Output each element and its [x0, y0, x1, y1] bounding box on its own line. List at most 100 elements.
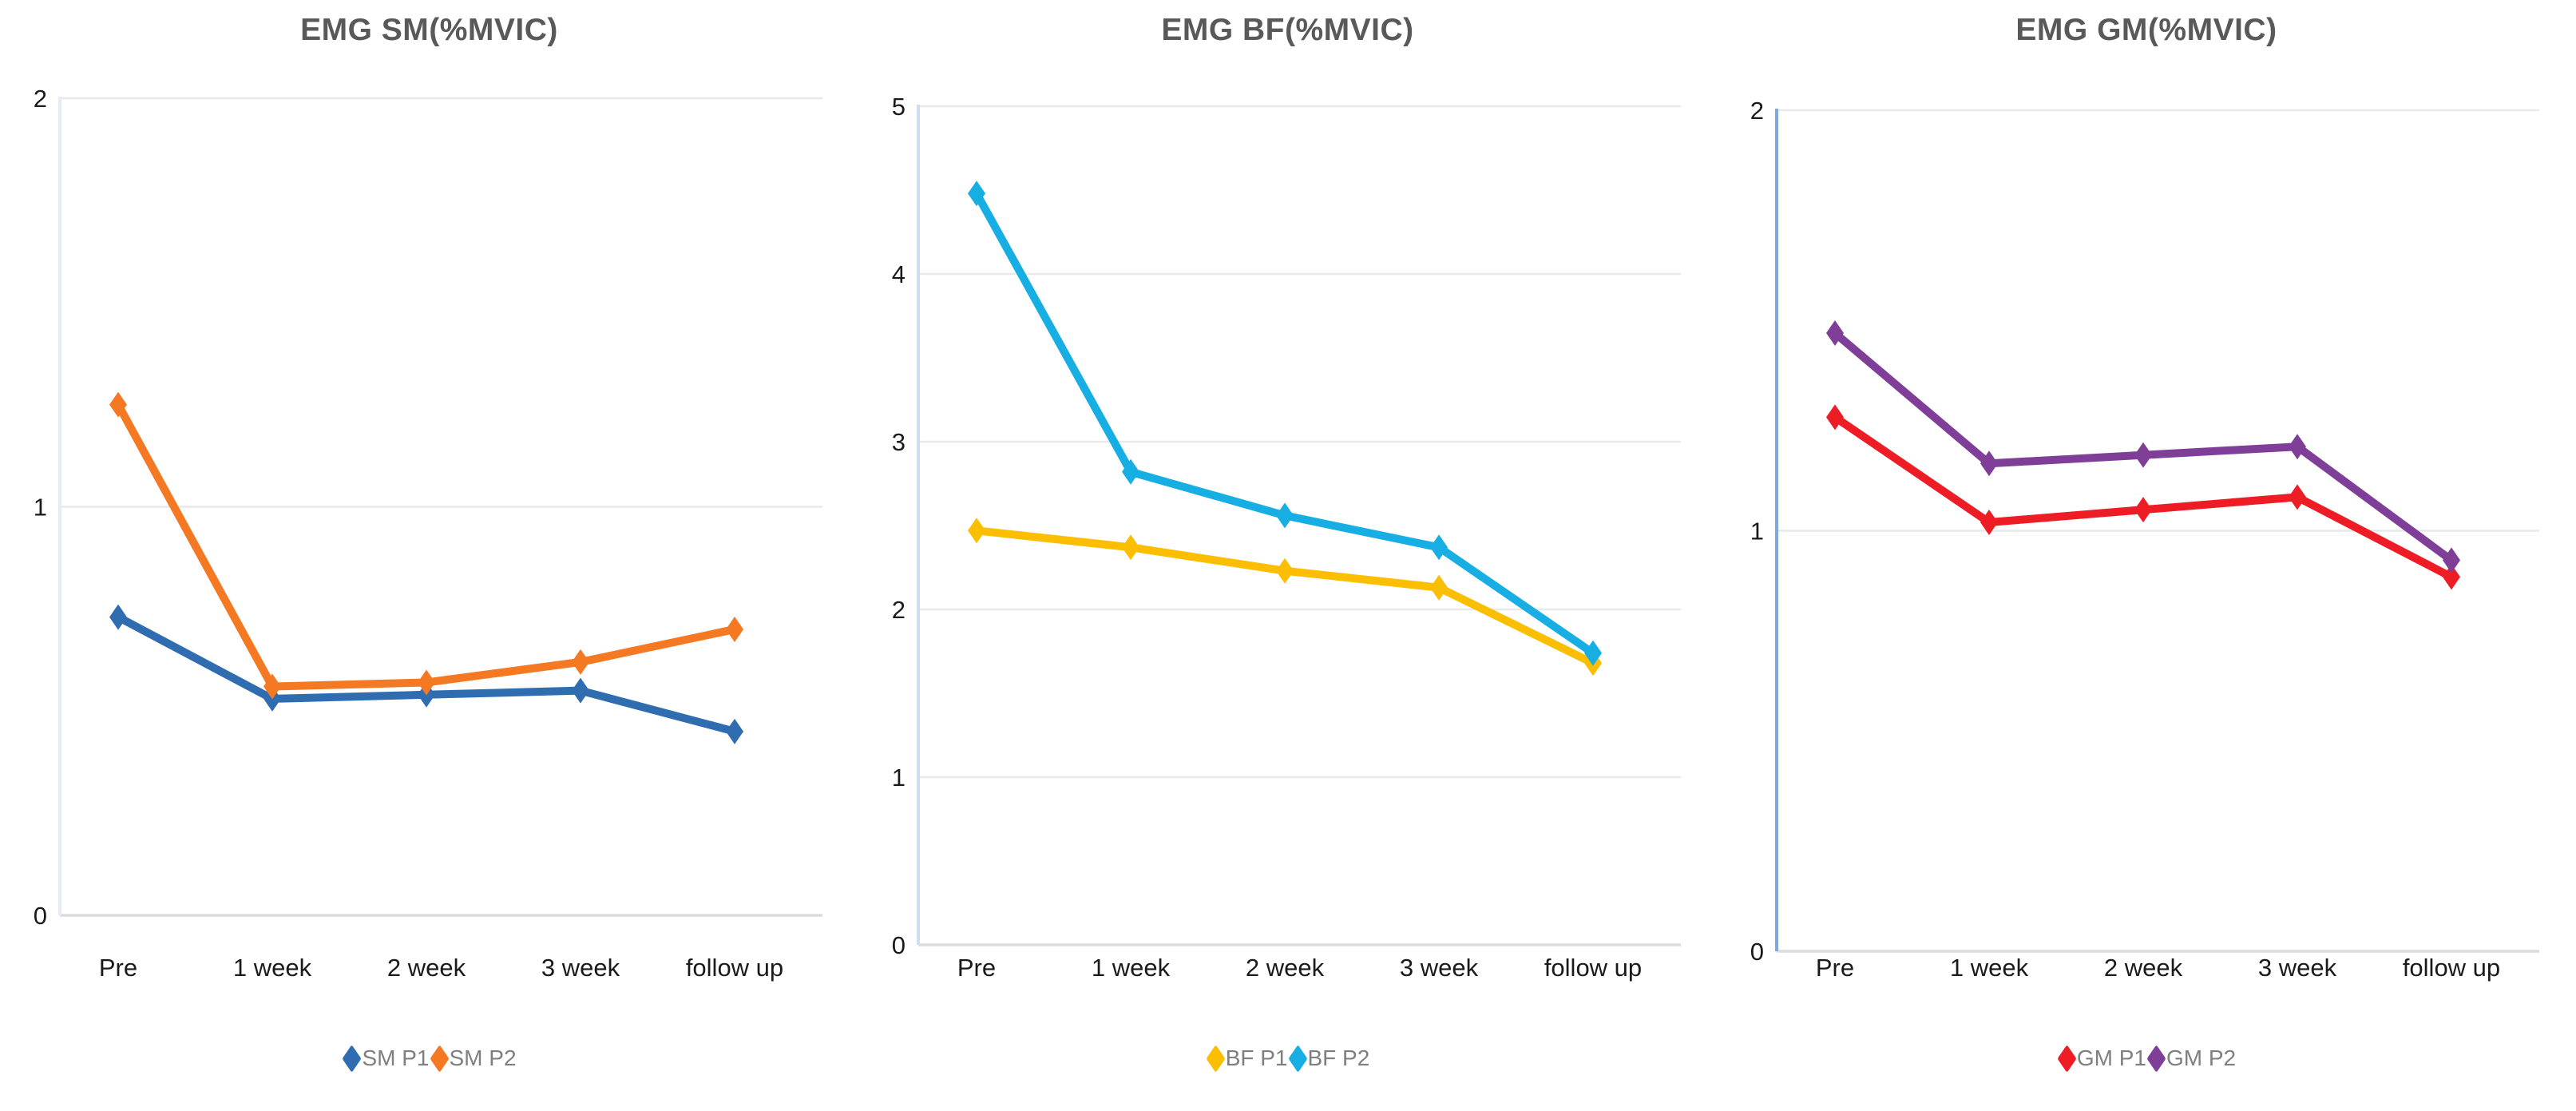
chart-title-emg-gm: EMG GM(%MVIC) [2015, 13, 2277, 47]
data-point-marker [2443, 547, 2460, 573]
data-point-marker [968, 181, 985, 207]
legend-emg-gm: GM P1 GM P2 [1717, 1037, 2576, 1080]
y-tick-label: 1 [892, 764, 906, 792]
y-tick-label: 0 [892, 931, 906, 959]
x-axis-label: 2 week [387, 954, 466, 982]
data-point-marker [572, 649, 589, 675]
y-axis-tick-labels: 0 1 2 3 4 5 [892, 93, 906, 959]
x-axis-labels: Pre 1 week 2 week 3 week follow up [1816, 954, 2500, 982]
legend-label: GM P1 [2076, 1046, 2146, 1070]
data-point-marker [1430, 574, 1448, 601]
y-axis-tick-labels: 0 1 2 [1750, 97, 1764, 966]
x-axis-label: 3 week [1400, 954, 1479, 982]
x-axis-label: Pre [1816, 954, 1854, 982]
y-tick-label: 2 [892, 596, 906, 624]
legend-item-gm-p2: GM P2 [2146, 1044, 2237, 1073]
data-point-marker [1276, 502, 1294, 529]
series-sm-p2 [109, 391, 743, 700]
y-tick-label: 4 [892, 260, 906, 288]
y-tick-label: 2 [1750, 97, 1764, 125]
legend-label: GM P2 [2166, 1046, 2237, 1070]
data-point-marker [1826, 404, 1844, 431]
diamond-marker-icon [1287, 1044, 1308, 1073]
legend-label: SM P2 [449, 1046, 517, 1070]
diamond-marker-icon [1206, 1044, 1226, 1073]
x-axis-labels: Pre 1 week 2 week 3 week follow up [99, 954, 783, 982]
x-axis-label: follow up [1544, 954, 1642, 982]
data-point-marker [726, 718, 743, 744]
data-point-marker [264, 673, 281, 700]
y-tick-label: 0 [1750, 938, 1764, 966]
gridlines [1777, 109, 2539, 532]
data-point-marker [2443, 564, 2460, 590]
chart-emg-gm: EMG GM(%MVIC) 0 1 2 Pre 1 week 2 week 3 week fo… [1717, 0, 2576, 1111]
x-axis-label: 3 week [2258, 954, 2337, 982]
data-point-marker [2289, 484, 2306, 510]
diamond-marker-icon [2146, 1044, 2166, 1073]
data-point-marker [572, 677, 589, 704]
chart-emg-bf: EMG BF(%MVIC) 0 1 2 3 4 5 Pre 1 week 2 week 3 wee… [858, 0, 1717, 1111]
data-point-marker [1584, 640, 1602, 666]
legend-item-bf-p1: BF P1 [1206, 1044, 1288, 1073]
x-axis-label: 2 week [1246, 954, 1325, 982]
x-axis-label: 2 week [2104, 954, 2183, 982]
data-point-marker [1276, 557, 1294, 584]
x-axis-label: 1 week [1950, 954, 2029, 982]
x-axis-label: 1 week [1092, 954, 1171, 982]
series-bf-p2 [968, 181, 1602, 666]
y-axis-tick-labels: 0 1 2 [34, 85, 47, 930]
y-tick-label: 5 [892, 93, 906, 121]
legend-emg-sm: SM P1 SM P2 [0, 1037, 858, 1080]
y-tick-label: 1 [1750, 518, 1764, 546]
data-point-marker [1122, 534, 1139, 561]
series-line [114, 400, 739, 691]
chart-title-emg-sm: EMG SM(%MVIC) [300, 13, 558, 47]
data-point-marker [109, 391, 127, 418]
line-plot-emg-sm: 0 1 2 Pre 1 week 2 week 3 week follow up [34, 85, 822, 982]
series-gm-p2 [1826, 320, 2460, 573]
diamond-marker-icon [2057, 1044, 2077, 1073]
x-axis-label: Pre [99, 954, 137, 982]
gridlines [60, 97, 822, 508]
series-line [973, 526, 1597, 668]
data-point-marker [2134, 497, 2152, 523]
data-point-marker [109, 604, 127, 630]
legend-emg-bf: BF P1 BF P2 [858, 1037, 1717, 1080]
data-point-marker [1430, 534, 1448, 561]
data-point-marker [2134, 442, 2152, 468]
line-plot-emg-gm: 0 1 2 Pre 1 week 2 week 3 week follow up [1750, 97, 2539, 982]
line-plot-emg-bf: 0 1 2 3 4 5 Pre 1 week 2 week 3 week follow up [892, 93, 1681, 982]
data-point-marker [1122, 458, 1139, 485]
data-point-marker [1980, 450, 1998, 477]
x-axis-label: 3 week [541, 954, 620, 982]
y-tick-label: 0 [34, 902, 47, 930]
y-tick-label: 2 [34, 85, 47, 113]
y-tick-label: 3 [892, 428, 906, 456]
x-axis-label: follow up [2403, 954, 2500, 982]
legend-label: BF P1 [1225, 1046, 1288, 1070]
legend-item-bf-p2: BF P2 [1287, 1044, 1370, 1073]
series-gm-p1 [1826, 404, 2460, 590]
data-point-marker [968, 518, 985, 544]
legend-item-gm-p1: GM P1 [2057, 1044, 2146, 1073]
diamond-marker-icon [342, 1044, 362, 1073]
legend-item-sm-p2: SM P2 [429, 1044, 517, 1073]
data-point-marker [2289, 434, 2306, 460]
chart-title-emg-bf: EMG BF(%MVIC) [1161, 13, 1414, 47]
series-line [973, 189, 1597, 657]
x-axis-label: Pre [957, 954, 996, 982]
y-tick-label: 1 [34, 494, 47, 522]
data-point-marker [1826, 320, 1844, 347]
x-axis-label: 1 week [233, 954, 312, 982]
legend-item-sm-p1: SM P1 [342, 1044, 430, 1073]
gridlines [918, 105, 1681, 779]
legend-label: BF P2 [1307, 1046, 1370, 1070]
legend-label: SM P1 [362, 1046, 430, 1070]
data-point-marker [726, 616, 743, 642]
data-point-marker [418, 669, 435, 696]
diamond-marker-icon [429, 1044, 450, 1073]
x-axis-labels: Pre 1 week 2 week 3 week follow up [957, 954, 1642, 982]
data-point-marker [1980, 509, 1998, 535]
chart-emg-sm: EMG SM(%MVIC) 0 1 2 Pre 1 week 2 week 3 week fo… [0, 0, 858, 1111]
